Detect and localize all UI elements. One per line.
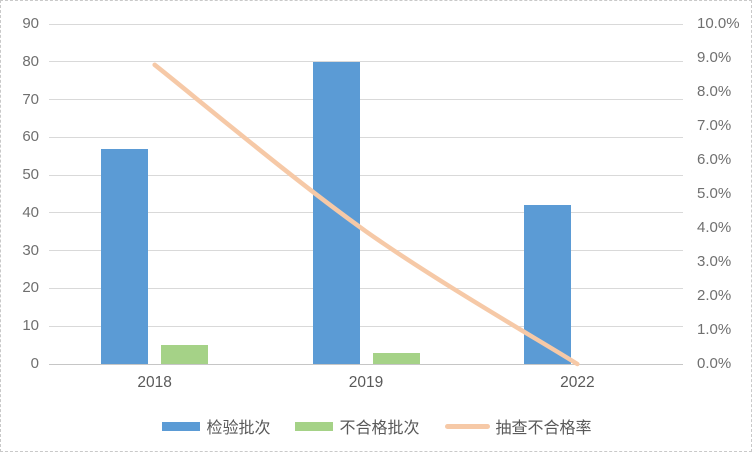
legend-label-failed-batches: 不合格批次 [339,420,420,437]
right-axis-tick-label: 7.0% [697,117,732,134]
gridline-90 [49,23,683,25]
right-axis-tick-label: 8.0% [697,83,732,100]
rate-line [152,62,580,367]
bar-不合格批次-2019 [372,352,420,364]
right-axis-tick-label: 4.0% [697,219,732,236]
bar-不合格批次-2018 [161,345,209,364]
left-axis-tick-label: 10 [22,317,39,335]
legend: 检验批次 不合格批次 抽查不合格率 [1,413,751,439]
left-axis-tick-label: 30 [22,241,39,259]
x-axis-label-2019: 2019 [348,374,384,391]
bar-检验批次-2022 [523,205,571,364]
gridline-70 [49,99,683,101]
legend-green-bar-swatch-icon [295,421,334,431]
right-axis-tick-label: 10.0% [697,15,740,32]
left-axis-tick-label: 50 [22,166,39,184]
left-axis-tick-label: 90 [22,15,39,32]
right-axis-tick-label: 3.0% [697,253,732,270]
right-axis-tick-label: 5.0% [697,185,732,202]
left-axis-tick-label: 0 [30,355,39,372]
legend-blue-bar-swatch-icon [162,421,201,431]
x-axis-label-2022: 2022 [560,374,595,391]
left-axis-tick-label: 20 [22,279,39,297]
legend-line-swatch-icon [444,423,490,429]
left-axis-tick-label: 60 [22,128,39,146]
left-axis-tick-label: 70 [22,90,39,108]
bar-检验批次-2019 [312,61,360,364]
right-axis-tick-label: 9.0% [697,49,732,66]
legend-label-failure-rate: 抽查不合格率 [495,420,592,437]
gridline-60 [49,136,683,138]
x-axis-label-2018: 2018 [137,374,172,391]
right-axis-tick-label: 6.0% [697,151,732,168]
legend-item-failed-batches: 不合格批次 [295,414,420,438]
left-axis-tick-label: 80 [22,52,39,70]
right-axis-tick-label: 0.0% [697,355,732,372]
right-axis-tick-label: 1.0% [697,321,732,338]
legend-label-inspected-batches: 检验批次 [206,420,271,437]
legend-item-failure-rate: 抽查不合格率 [444,414,592,438]
legend-item-inspected-batches: 检验批次 [162,414,270,438]
left-axis-tick-label: 40 [22,203,39,221]
bar-检验批次-2018 [101,148,149,364]
gridline-80 [49,61,683,63]
right-axis-tick-label: 2.0% [697,287,732,304]
